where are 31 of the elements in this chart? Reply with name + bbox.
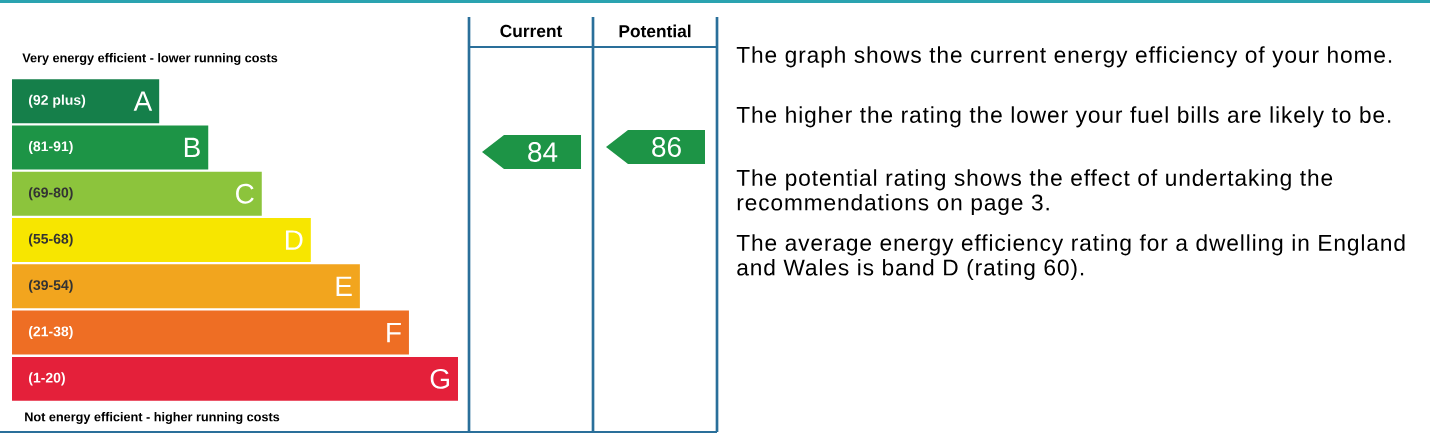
- bar: [12, 171, 262, 216]
- chart-title: Very energy efficient - lower running costs: [22, 53, 278, 65]
- bar: [12, 264, 360, 309]
- text: The higher the rating the lower your fuel bills are likely to be.: [736, 106, 1391, 128]
- y-tick-label: E: [336, 276, 352, 296]
- annotation: (1-20): [28, 372, 65, 386]
- bar: [12, 79, 160, 124]
- annotation: (69-80): [28, 187, 73, 201]
- text: The graph shows the current energy efficiency of your home.: [736, 46, 1392, 68]
- y-tick-label: B: [184, 137, 200, 158]
- y-tick-label: C: [236, 183, 254, 204]
- y-tick-label: F: [387, 322, 401, 343]
- y-tick-label: A: [133, 91, 153, 111]
- bar: [12, 125, 209, 170]
- annotation: (39-54): [28, 279, 73, 293]
- bar: [12, 356, 459, 401]
- text: The potential rating shows the effect of undertaking the recommendations on page 3.: [736, 169, 1333, 216]
- annotation: (21-38): [28, 326, 73, 340]
- y-tick-label: G: [430, 368, 449, 389]
- annotation: (92 plus): [28, 94, 86, 108]
- annotation: (55-68): [28, 233, 73, 247]
- y-tick-label: D: [285, 230, 303, 250]
- text: Potential: [619, 24, 691, 38]
- text: 86: [652, 137, 681, 157]
- bar: [12, 218, 311, 262]
- text: The average energy efficiency rating for a dwelling in England and Wales is band D (rating 60).: [736, 234, 1405, 281]
- annotation: (81-91): [28, 140, 73, 154]
- text: Current: [500, 24, 563, 38]
- bar: [12, 310, 409, 355]
- text: 84: [528, 142, 558, 162]
- x-axis-title: Not energy efficient - higher running costs: [25, 412, 280, 424]
